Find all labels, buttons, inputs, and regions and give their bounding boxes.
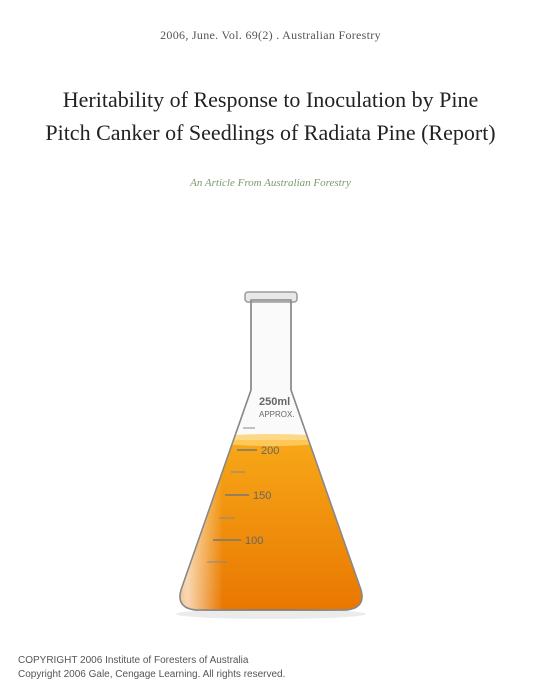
- copyright-block: COPYRIGHT 2006 Institute of Foresters of…: [18, 654, 285, 682]
- flask-svg: 250ml APPROX. 200 150 100: [151, 280, 391, 620]
- document-title: Heritability of Response to Inoculation …: [0, 43, 541, 149]
- scale-label-200: 200: [261, 445, 279, 457]
- copyright-line-1: COPYRIGHT 2006 Institute of Foresters of…: [18, 654, 285, 668]
- flask-illustration: 250ml APPROX. 200 150 100: [151, 280, 391, 620]
- flask-shadow: [176, 609, 366, 619]
- scale-label-150: 150: [253, 490, 271, 502]
- scale-250ml: 250ml: [259, 396, 290, 408]
- copyright-line-2: Copyright 2006 Gale, Cengage Learning. A…: [18, 668, 285, 682]
- document-subtitle: An Article From Australian Forestry: [0, 149, 541, 189]
- scale-approx: APPROX.: [259, 410, 295, 419]
- scale-label-100: 100: [245, 535, 263, 547]
- header-citation: 2006, June. Vol. 69(2) . Australian Fore…: [0, 0, 541, 43]
